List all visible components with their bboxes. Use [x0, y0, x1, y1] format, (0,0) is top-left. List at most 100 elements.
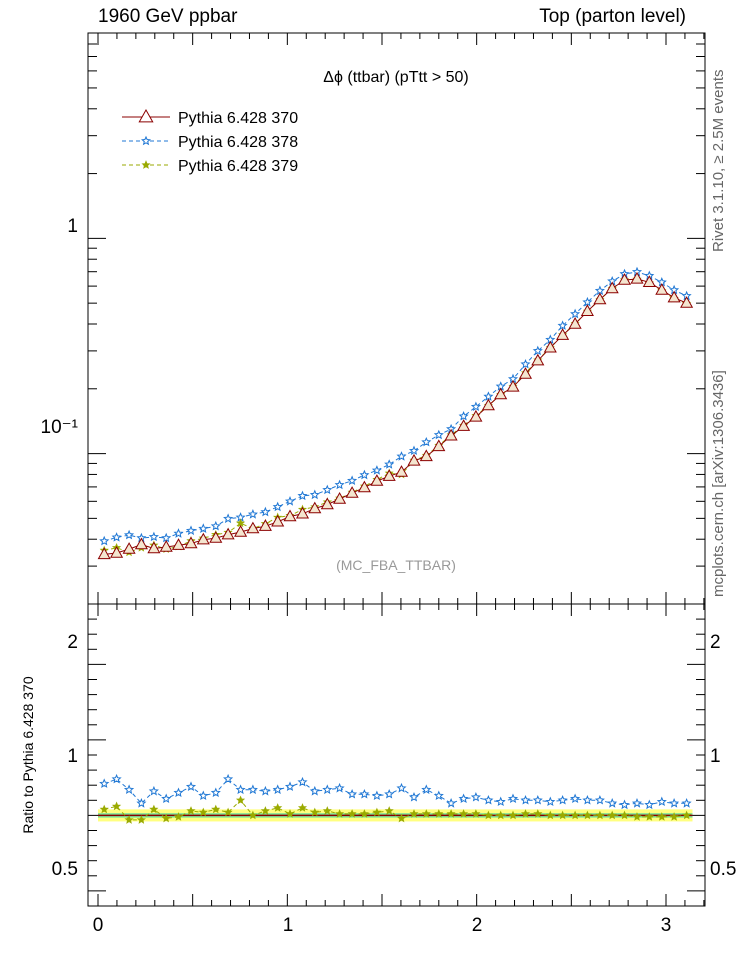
- ratio-point: [483, 795, 494, 805]
- ratio-point: [272, 803, 283, 812]
- ratio-point: [682, 810, 692, 820]
- data-point: [234, 524, 248, 537]
- ratio-point: [421, 784, 432, 795]
- data-point: [173, 528, 184, 538]
- ratio-point: [185, 781, 197, 791]
- ratio-point: [607, 797, 618, 808]
- ratio-point: [223, 773, 234, 784]
- data-point: [421, 436, 432, 447]
- ratio-point: [198, 807, 208, 817]
- ratio-point: [582, 810, 593, 820]
- data-point: [582, 296, 593, 307]
- series-line: [104, 278, 687, 553]
- data-point: [246, 521, 260, 534]
- data-point: [210, 520, 221, 531]
- ratio-y-tick-label-1-right: 1: [710, 746, 721, 767]
- ratio-point: [632, 812, 642, 821]
- data-point: [470, 401, 481, 412]
- data-point: [297, 490, 308, 501]
- ratio-point: [334, 782, 345, 793]
- data-point: [184, 536, 198, 549]
- x-tick-label-2: 2: [472, 915, 483, 936]
- ratio-point: [297, 803, 308, 812]
- data-point: [247, 508, 258, 519]
- data-point: [580, 304, 594, 316]
- mcplots-source-label: mcplots.cern.ch [arXiv:1306.3436]: [710, 370, 727, 597]
- data-point: [371, 465, 382, 475]
- ratio-point: [570, 810, 580, 820]
- data-point: [408, 445, 420, 456]
- legend-label: Pythia 6.428 378: [178, 134, 298, 151]
- x-tick-label-1: 1: [283, 915, 294, 936]
- ratio-point: [335, 809, 345, 818]
- ratio-point: [223, 807, 233, 817]
- legend-label: Pythia 6.428 370: [178, 110, 298, 127]
- ratio-y-tick-label-0p5-right: 0.5: [710, 859, 736, 880]
- data-point: [419, 449, 433, 462]
- ratio-point: [285, 809, 295, 818]
- ratio-point: [210, 787, 221, 798]
- ratio-point: [570, 793, 581, 804]
- ratio-point: [260, 785, 271, 796]
- ratio-point: [446, 798, 457, 808]
- series-line: [104, 271, 687, 542]
- data-point: [271, 514, 285, 527]
- ratio-point: [483, 810, 493, 820]
- data-point: [123, 529, 135, 540]
- ratio-y-axis-label: Ratio to Pythia 6.428 370: [20, 676, 36, 833]
- data-point: [557, 320, 568, 330]
- legend-entry-2: Pythia 6.428 379: [122, 158, 298, 175]
- data-point: [122, 542, 136, 554]
- series-0: [97, 271, 694, 560]
- ratio-point: [124, 815, 134, 824]
- ratio-point: [111, 773, 122, 784]
- ratio-point: [507, 793, 519, 804]
- ratio-point: [136, 815, 146, 824]
- ratio-plot-frame: [87, 603, 706, 907]
- data-point: [221, 527, 235, 540]
- data-point: [543, 340, 557, 353]
- legend-label: Pythia 6.428 379: [178, 158, 298, 175]
- ratio-point: [533, 809, 543, 818]
- ratio-point: [558, 810, 568, 820]
- data-point: [359, 469, 370, 480]
- data-point: [667, 290, 681, 303]
- data-point: [272, 501, 283, 512]
- ratio-point: [545, 796, 556, 807]
- data-point: [159, 539, 173, 552]
- legend-entry-0: Pythia 6.428 370: [122, 108, 298, 127]
- data-point: [148, 531, 159, 542]
- y-tick-label-0p1: 10⁻¹: [41, 417, 79, 438]
- data-point: [570, 308, 581, 319]
- data-point: [295, 506, 310, 519]
- ratio-y-tick-label-0p5: 0.5: [52, 859, 78, 880]
- data-point: [258, 519, 272, 531]
- ratio-point: [235, 784, 246, 795]
- ratio-point: [459, 809, 469, 818]
- ratio-series-1: [99, 795, 692, 824]
- ratio-point: [123, 784, 135, 795]
- ratio-point: [297, 776, 308, 787]
- data-point: [655, 283, 669, 295]
- data-point: [457, 419, 471, 431]
- ratio-point: [260, 806, 270, 815]
- legend: Pythia 6.428 370 Pythia 6.428 378 Pythia 6…: [122, 108, 298, 175]
- ratio-point: [446, 809, 456, 818]
- rivet-version-label: Rivet 3.1.10, ≥ 2.5M events: [710, 69, 727, 253]
- ratio-point: [458, 793, 469, 804]
- data-point: [605, 281, 619, 294]
- ratio-point: [396, 813, 407, 823]
- ratio-point: [173, 787, 184, 798]
- data-point: [630, 271, 644, 284]
- legend-marker: [141, 160, 151, 169]
- ratio-point: [111, 801, 122, 811]
- ratio-point: [657, 812, 667, 821]
- ratio-point: [644, 799, 655, 810]
- data-point: [99, 535, 110, 546]
- data-point: [469, 409, 483, 422]
- ratio-point: [384, 806, 394, 815]
- data-point: [134, 537, 148, 550]
- main-plot-series: [97, 266, 694, 560]
- ratio-point: [619, 799, 630, 810]
- data-point: [235, 518, 246, 528]
